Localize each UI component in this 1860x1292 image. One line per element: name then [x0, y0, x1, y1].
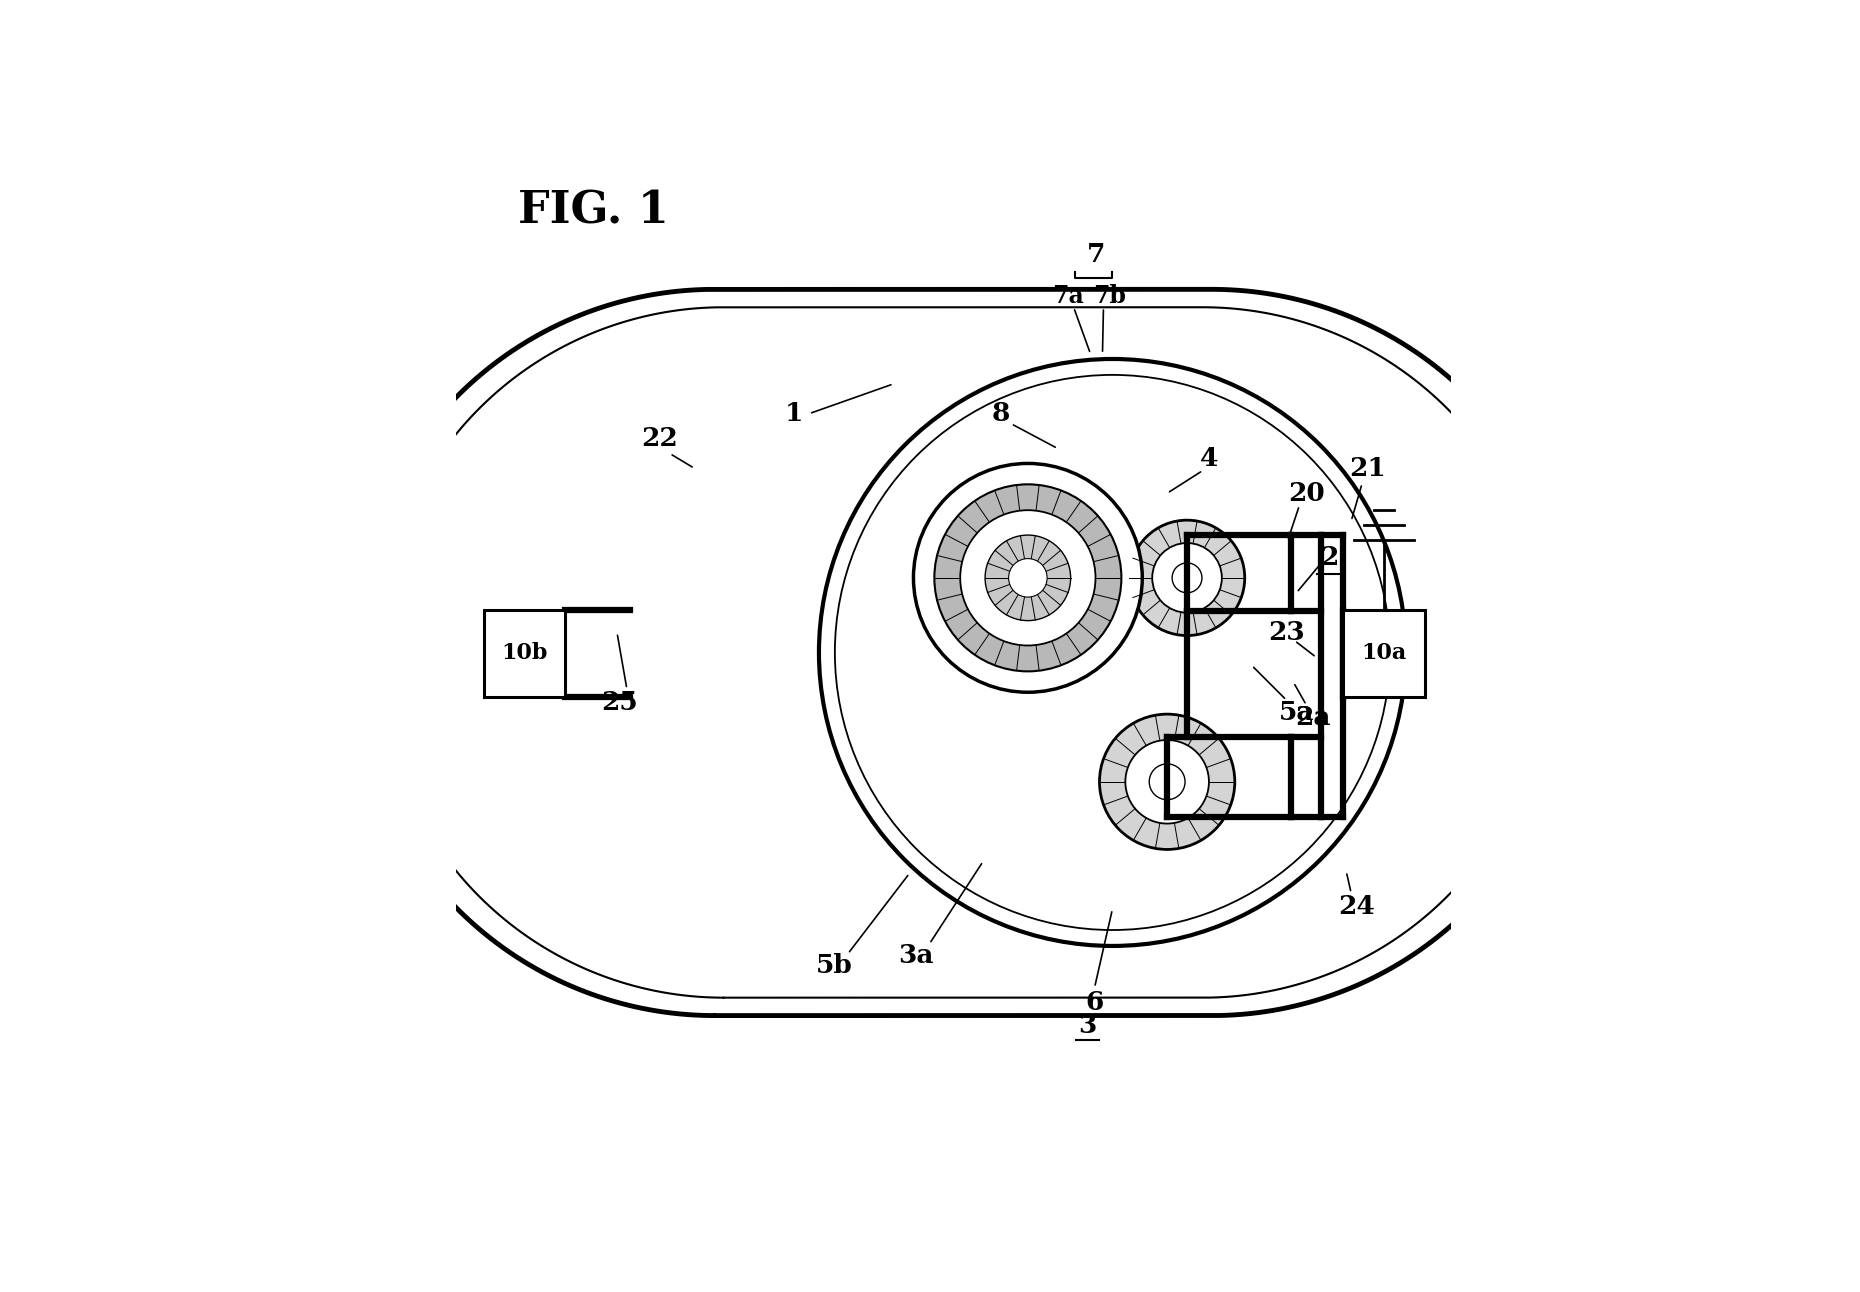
Circle shape [1125, 740, 1209, 823]
Text: 21: 21 [1348, 456, 1386, 481]
Circle shape [913, 464, 1142, 693]
Text: 7: 7 [1088, 242, 1105, 267]
Text: 8: 8 [991, 402, 1010, 426]
Text: 4: 4 [1200, 446, 1218, 472]
Text: 24: 24 [1337, 894, 1375, 919]
Text: 7a: 7a [1051, 284, 1084, 309]
Bar [1343, 610, 1425, 698]
Circle shape [1151, 543, 1222, 612]
Text: 2a: 2a [1296, 704, 1332, 730]
Circle shape [960, 510, 1096, 646]
Text: 23: 23 [1269, 620, 1306, 645]
Circle shape [1149, 764, 1185, 800]
Text: 6: 6 [1086, 990, 1103, 1016]
Circle shape [986, 535, 1071, 620]
Text: 5a: 5a [1278, 700, 1315, 725]
Circle shape [1008, 558, 1047, 597]
Circle shape [1129, 521, 1244, 636]
Circle shape [934, 484, 1122, 672]
Text: 10a: 10a [1362, 642, 1406, 664]
Circle shape [1172, 563, 1202, 593]
Text: 1: 1 [785, 402, 804, 426]
Text: 7b: 7b [1094, 284, 1125, 309]
Text: 25: 25 [601, 690, 638, 714]
Text: FIG. 1: FIG. 1 [517, 190, 668, 233]
Text: 20: 20 [1287, 481, 1324, 505]
Text: 3a: 3a [898, 943, 934, 969]
Circle shape [818, 359, 1406, 946]
Bar [484, 610, 565, 698]
Text: 22: 22 [642, 426, 679, 451]
Text: 10b: 10b [502, 642, 547, 664]
Text: 2: 2 [1321, 545, 1339, 571]
Text: 3: 3 [1079, 1013, 1097, 1037]
Text: 5b: 5b [815, 953, 852, 978]
Circle shape [1099, 714, 1235, 849]
